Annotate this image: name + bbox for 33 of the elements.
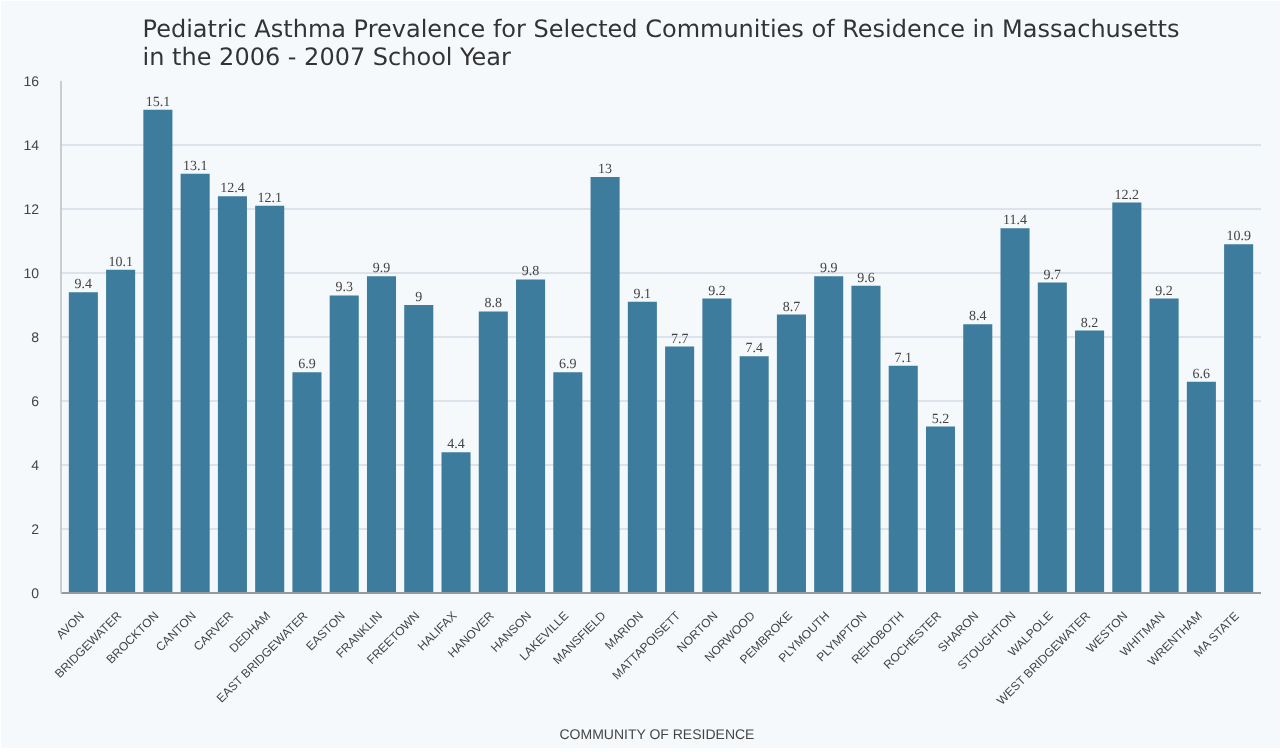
bar	[255, 205, 285, 593]
bar	[143, 109, 173, 593]
bar	[702, 298, 732, 593]
bar	[1075, 330, 1105, 593]
bar	[553, 372, 583, 593]
bar	[516, 279, 546, 593]
bar	[776, 314, 806, 593]
bar	[1224, 244, 1254, 593]
bar	[180, 173, 210, 593]
bar	[478, 311, 508, 593]
bar	[329, 295, 359, 593]
bar	[404, 305, 434, 593]
bar	[963, 324, 993, 593]
bar	[106, 269, 136, 593]
bar	[217, 196, 247, 593]
bar	[665, 346, 695, 593]
bar	[739, 356, 769, 593]
bar	[1037, 282, 1067, 593]
bar	[366, 276, 397, 593]
bar	[627, 301, 657, 593]
bar	[590, 177, 620, 593]
bar	[888, 365, 918, 593]
chart-title: Pediatric Asthma Prevalence for Selected Communities of Residence in Massachusetts in the 2006 - 2007 School Year	[142, 15, 1180, 71]
bar	[1186, 381, 1216, 593]
bar	[851, 285, 881, 593]
bar	[1112, 202, 1142, 593]
bar	[1149, 298, 1179, 593]
bar	[292, 372, 322, 593]
bar	[1000, 228, 1030, 593]
bar	[68, 292, 98, 593]
bar	[925, 426, 956, 593]
bar	[441, 452, 471, 593]
bar	[814, 276, 844, 593]
